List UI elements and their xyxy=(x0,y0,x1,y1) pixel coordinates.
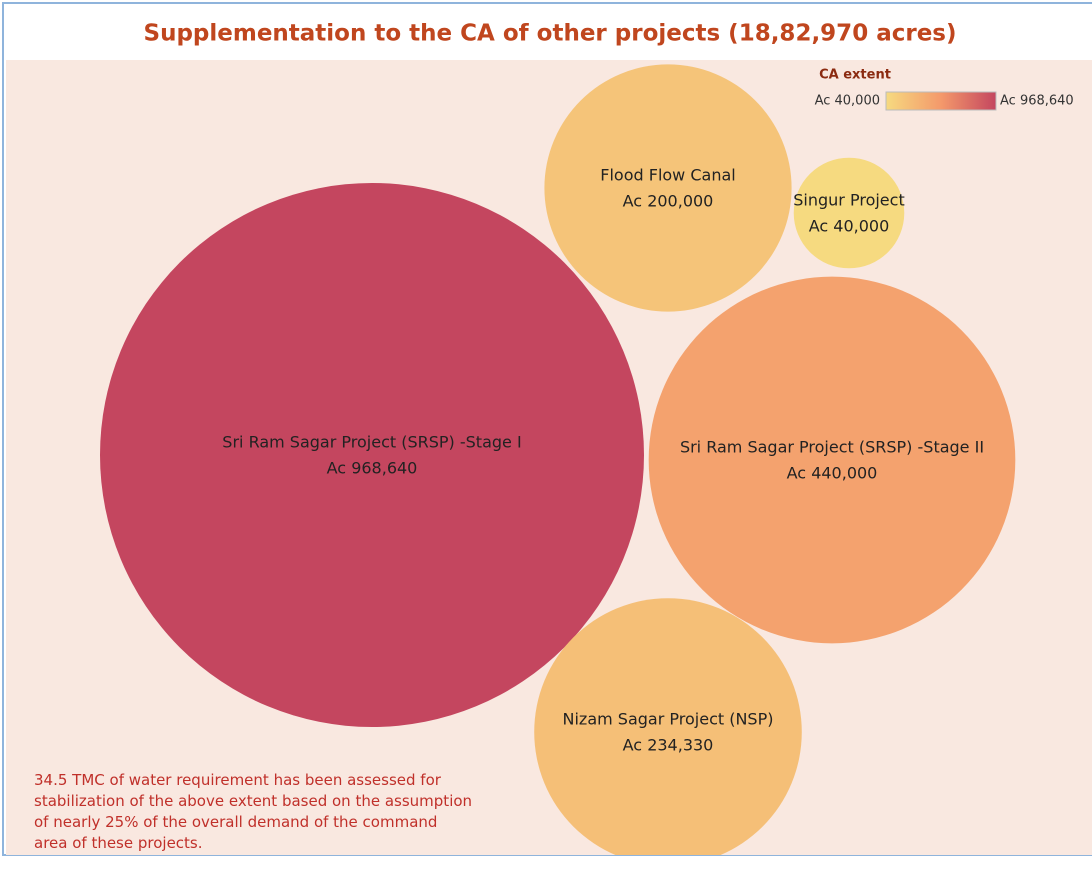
bubble-label: Sri Ram Sagar Project (SRSP) -Stage II xyxy=(680,438,984,457)
legend-title: CA extent xyxy=(819,68,891,83)
chart-title: Supplementation to the CA of other proje… xyxy=(144,21,957,47)
bubble-label: Sri Ram Sagar Project (SRSP) -Stage I xyxy=(222,433,521,452)
bubble xyxy=(793,157,905,269)
legend-max: Ac 968,640 xyxy=(1000,94,1074,109)
bubble-value: Ac 234,330 xyxy=(623,736,714,755)
bubble xyxy=(534,598,802,855)
bubble xyxy=(544,64,792,312)
legend-gradient xyxy=(885,91,997,111)
legend-min: Ac 40,000 xyxy=(815,94,880,109)
bubble-value: Ac 968,640 xyxy=(327,459,418,478)
bubble-label: Singur Project xyxy=(793,191,904,210)
annotation: 34.5 TMC of water requirement has been a… xyxy=(34,771,473,852)
bubble-label: Flood Flow Canal xyxy=(600,166,735,185)
bubble-value: Ac 440,000 xyxy=(787,464,878,483)
bubble-value: Ac 200,000 xyxy=(623,192,714,211)
bubble-value: Ac 40,000 xyxy=(809,217,890,236)
bubble-label: Nizam Sagar Project (NSP) xyxy=(563,710,774,729)
bubble xyxy=(100,183,644,727)
bubble xyxy=(648,276,1016,644)
